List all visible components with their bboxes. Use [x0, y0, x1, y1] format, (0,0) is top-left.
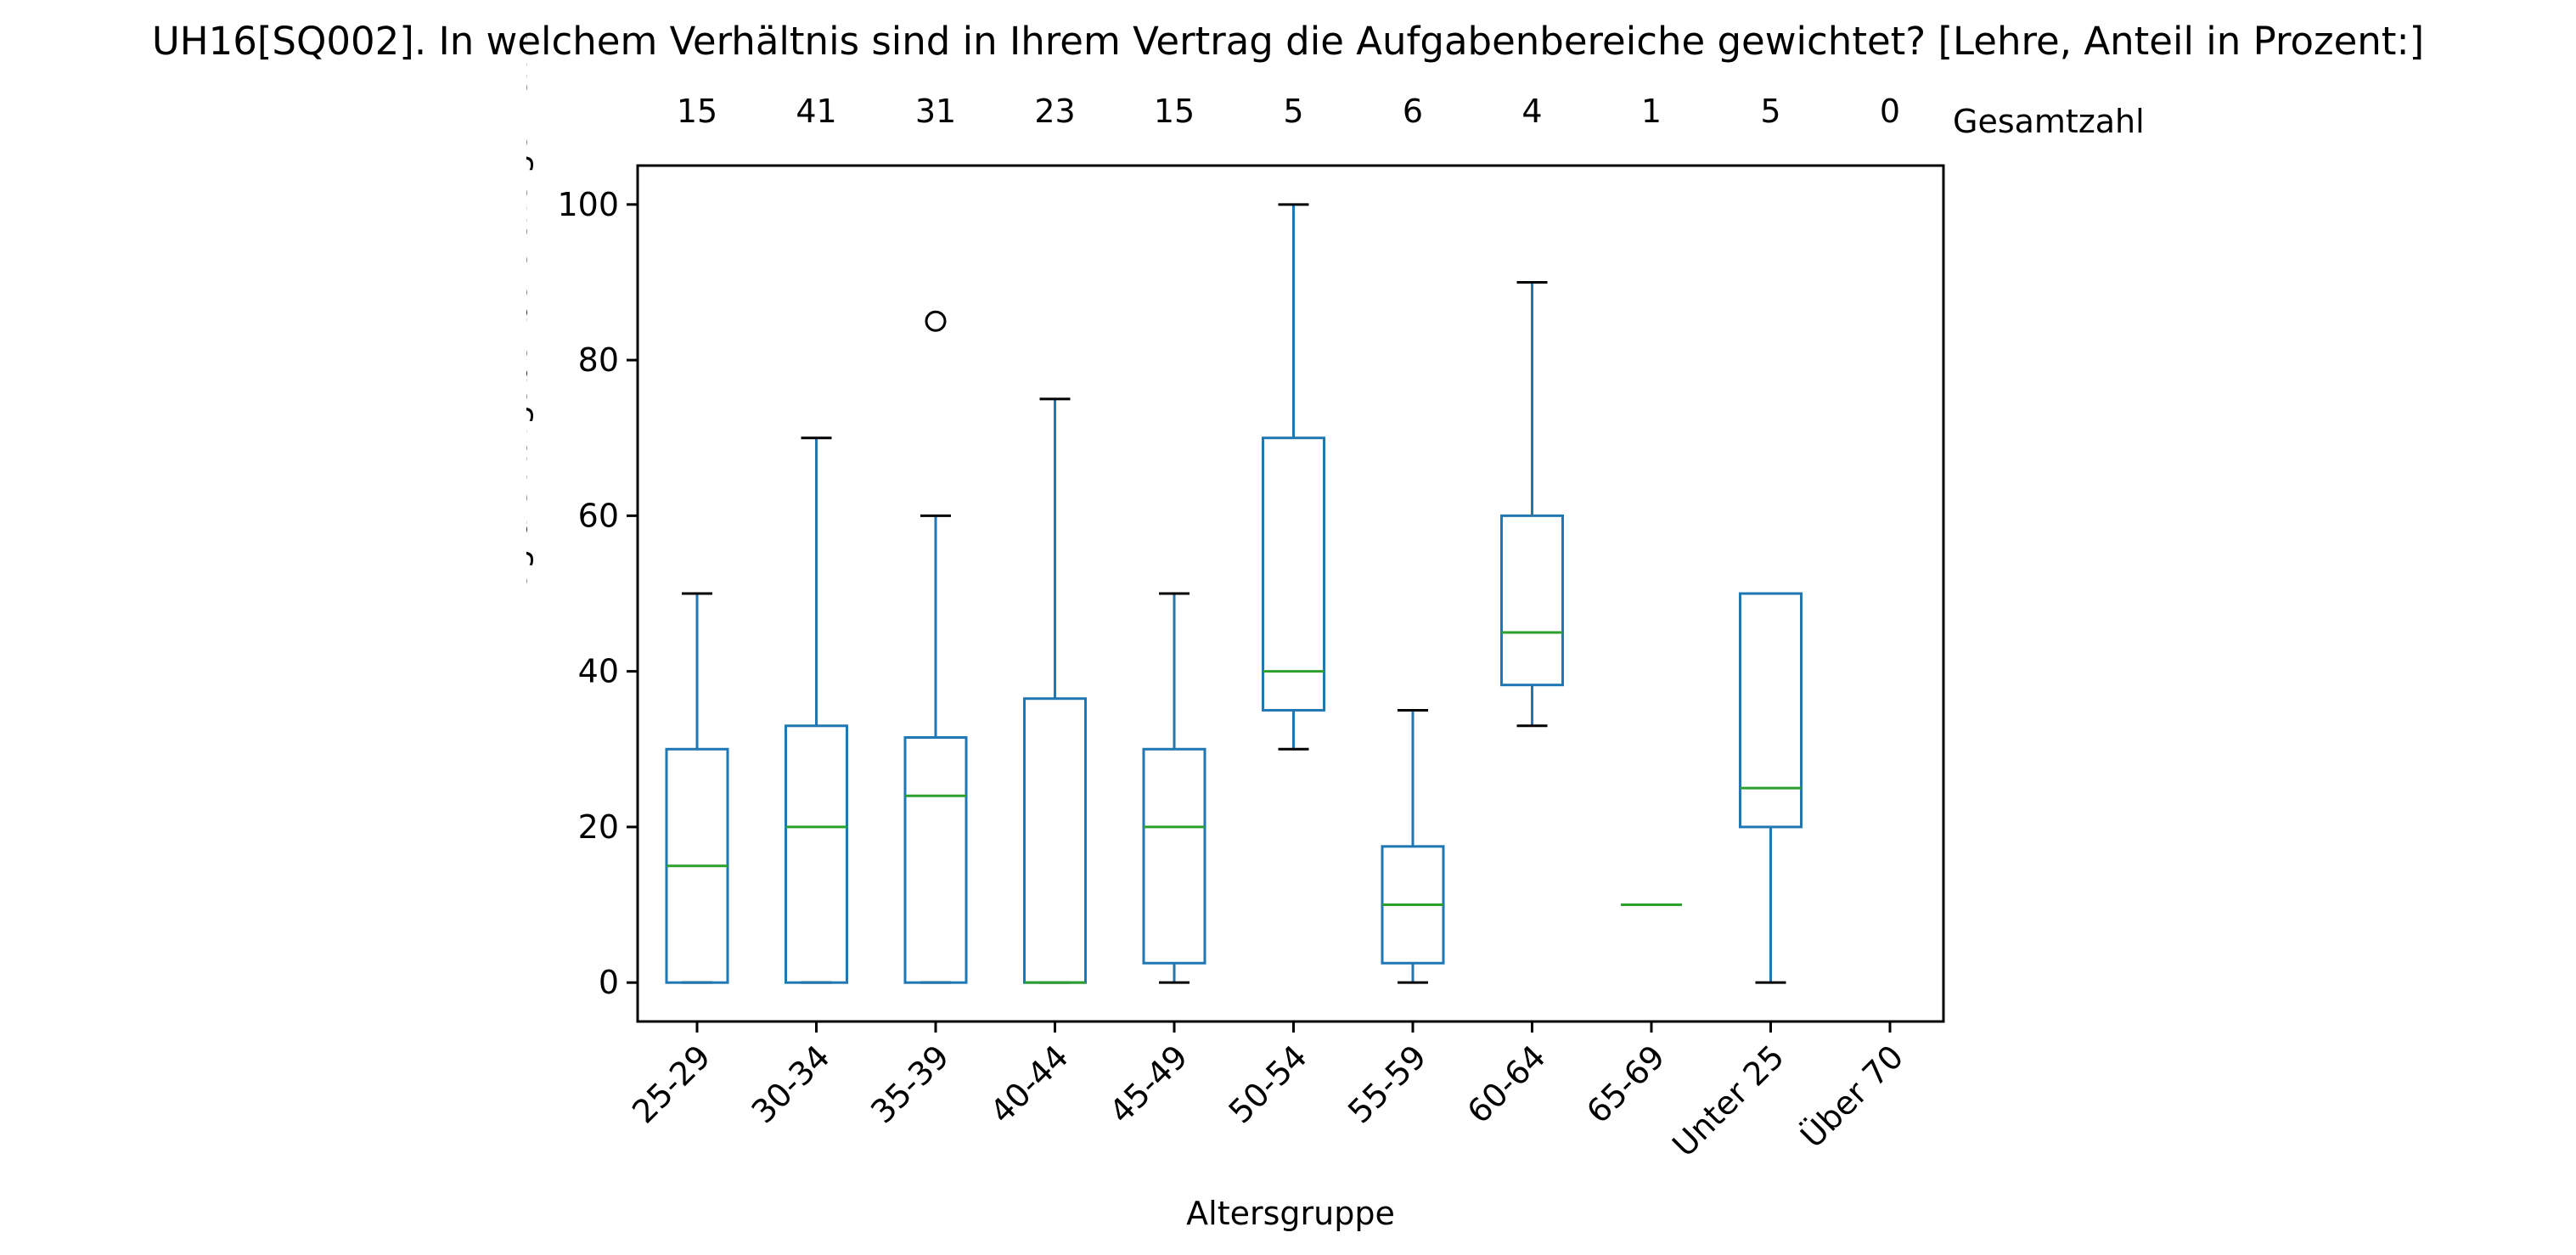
box-iqr — [903, 736, 968, 984]
count-label: 15 — [677, 93, 717, 130]
count-label: 5 — [1283, 93, 1303, 130]
count-label: 5 — [1760, 93, 1780, 130]
y-tick-label: 20 — [578, 808, 619, 846]
count-label: 1 — [1641, 93, 1662, 130]
y-tick-label: 60 — [578, 497, 619, 534]
y-tick-label: 40 — [578, 653, 619, 690]
box-iqr — [1500, 514, 1564, 687]
counts-label: Gesamtzahl — [1953, 103, 2145, 140]
count-label: 31 — [915, 93, 956, 130]
y-axis-label: In welchem Verhältnis sind in Ihrem Vert… — [497, 0, 534, 1254]
y-tick-label: 0 — [599, 964, 619, 1001]
y-tick-label: 100 — [557, 186, 619, 223]
outlier-point — [925, 310, 947, 332]
y-tick-label: 80 — [578, 341, 619, 379]
count-label: 23 — [1034, 93, 1075, 130]
count-label: 41 — [796, 93, 836, 130]
count-label: 0 — [1880, 93, 1900, 130]
box-iqr — [1262, 436, 1325, 712]
count-label: 15 — [1154, 93, 1195, 130]
box-iqr — [785, 724, 848, 984]
x-axis-label: Altersgruppe — [1186, 1195, 1395, 1232]
box-iqr — [1142, 747, 1206, 965]
plot-frame — [636, 164, 1945, 1023]
box-iqr — [1739, 592, 1803, 829]
count-label: 6 — [1403, 93, 1423, 130]
count-label: 4 — [1521, 93, 1542, 130]
chart-title: UH16[SQ002]. In welchem Verhältnis sind … — [152, 19, 2424, 64]
